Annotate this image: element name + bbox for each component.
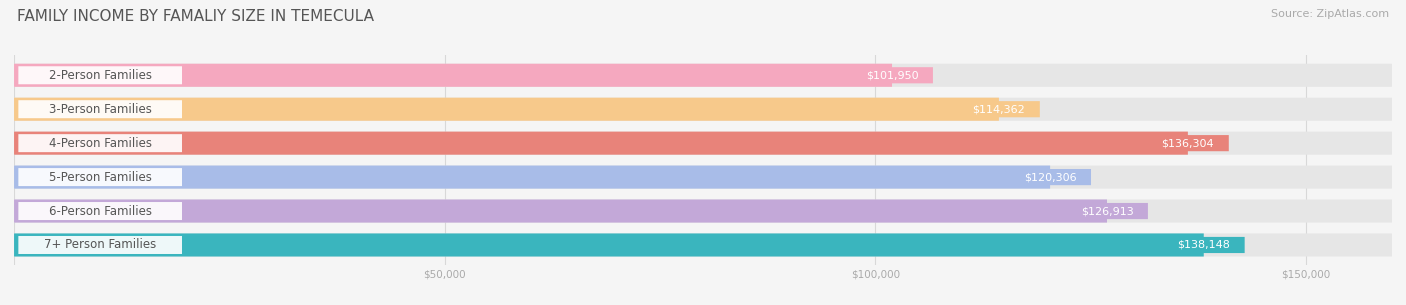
Text: 4-Person Families: 4-Person Families: [49, 137, 152, 150]
FancyBboxPatch shape: [14, 98, 998, 121]
FancyBboxPatch shape: [14, 132, 1392, 155]
FancyBboxPatch shape: [14, 166, 1050, 188]
FancyBboxPatch shape: [18, 202, 181, 220]
Text: $138,148: $138,148: [1177, 240, 1230, 250]
FancyBboxPatch shape: [14, 64, 1392, 87]
FancyBboxPatch shape: [1163, 237, 1244, 253]
FancyBboxPatch shape: [18, 100, 181, 118]
Text: $120,306: $120,306: [1024, 172, 1077, 182]
Text: $101,950: $101,950: [866, 70, 918, 80]
Text: 2-Person Families: 2-Person Families: [49, 69, 152, 82]
FancyBboxPatch shape: [18, 168, 181, 186]
FancyBboxPatch shape: [1066, 203, 1147, 219]
Text: 7+ Person Families: 7+ Person Families: [44, 239, 156, 252]
Text: $136,304: $136,304: [1161, 138, 1215, 148]
FancyBboxPatch shape: [851, 67, 934, 83]
FancyBboxPatch shape: [957, 101, 1040, 117]
FancyBboxPatch shape: [14, 199, 1107, 223]
Text: $126,913: $126,913: [1081, 206, 1133, 216]
FancyBboxPatch shape: [14, 233, 1392, 257]
Text: 3-Person Families: 3-Person Families: [49, 103, 152, 116]
FancyBboxPatch shape: [14, 166, 1392, 188]
FancyBboxPatch shape: [18, 134, 181, 152]
FancyBboxPatch shape: [18, 66, 181, 84]
Text: Source: ZipAtlas.com: Source: ZipAtlas.com: [1271, 9, 1389, 19]
FancyBboxPatch shape: [1147, 135, 1229, 151]
FancyBboxPatch shape: [1010, 169, 1091, 185]
Text: FAMILY INCOME BY FAMALIY SIZE IN TEMECULA: FAMILY INCOME BY FAMALIY SIZE IN TEMECUL…: [17, 9, 374, 24]
Text: $114,362: $114,362: [973, 104, 1025, 114]
FancyBboxPatch shape: [14, 132, 1188, 155]
FancyBboxPatch shape: [14, 64, 891, 87]
FancyBboxPatch shape: [18, 236, 181, 254]
FancyBboxPatch shape: [14, 199, 1392, 223]
Text: 6-Person Families: 6-Person Families: [49, 205, 152, 217]
FancyBboxPatch shape: [14, 98, 1392, 121]
FancyBboxPatch shape: [14, 233, 1204, 257]
Text: 5-Person Families: 5-Person Families: [49, 170, 152, 184]
